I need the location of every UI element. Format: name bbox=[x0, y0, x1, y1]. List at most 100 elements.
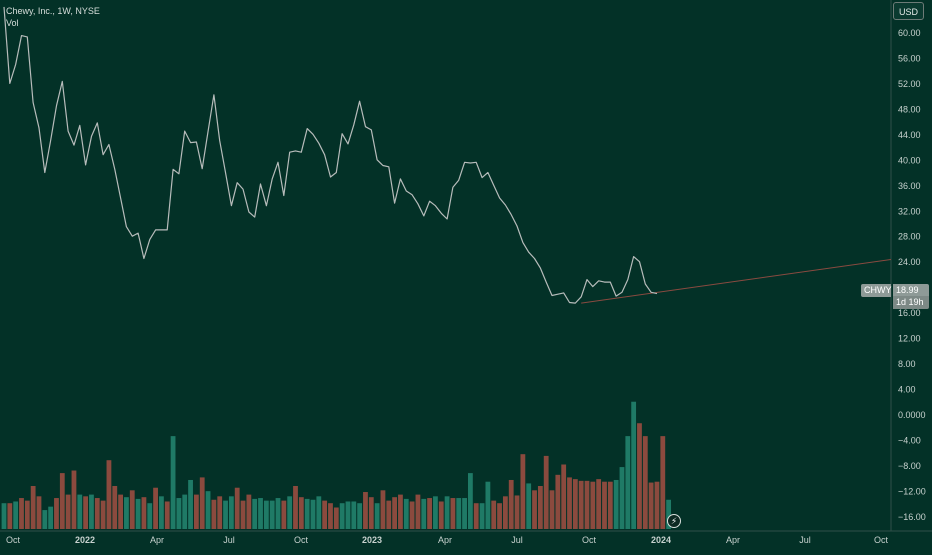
volume-bar bbox=[211, 499, 217, 529]
y-tick-label: 24.00 bbox=[898, 257, 921, 267]
volume-bar bbox=[263, 500, 269, 529]
volume-bar bbox=[328, 503, 333, 529]
volume-bar bbox=[234, 487, 240, 529]
volume-bar bbox=[520, 454, 526, 529]
volume-bar bbox=[427, 498, 432, 529]
volume-bar bbox=[240, 500, 246, 529]
volume-bar bbox=[514, 495, 520, 529]
volume-bar bbox=[386, 500, 392, 529]
volume-bar bbox=[590, 481, 596, 529]
volume-bar bbox=[100, 500, 106, 529]
volume-bar bbox=[258, 498, 263, 529]
x-tick-label: 2024 bbox=[651, 535, 671, 545]
volume-bar bbox=[392, 497, 398, 529]
volume-bar bbox=[7, 503, 13, 529]
y-tick-label: 8.00 bbox=[898, 359, 916, 369]
last-price-badge: 18.99 bbox=[893, 284, 929, 297]
volume-bar bbox=[473, 503, 479, 529]
y-tick-label: 12.00 bbox=[898, 334, 921, 344]
volume-bar bbox=[83, 496, 89, 529]
x-tick-label: Oct bbox=[874, 535, 889, 545]
y-tick-label: 44.00 bbox=[898, 130, 921, 140]
lightning-icon[interactable]: ⚡ bbox=[667, 514, 681, 528]
volume-bar bbox=[59, 473, 65, 529]
volume-bar bbox=[642, 436, 648, 529]
ticker-badge: CHWY bbox=[861, 284, 892, 297]
volume-bar bbox=[613, 479, 619, 529]
volume-bar bbox=[333, 507, 339, 529]
volume-bar bbox=[65, 494, 71, 529]
volume-bar bbox=[129, 490, 135, 529]
x-tick-label: Jul bbox=[223, 535, 235, 545]
volume-bar bbox=[654, 481, 660, 529]
volume-bar bbox=[77, 494, 83, 529]
volume-bar bbox=[363, 492, 368, 529]
volume-bar bbox=[479, 503, 485, 529]
volume-bar bbox=[118, 494, 123, 529]
volume-bar bbox=[438, 501, 444, 529]
volume-bar bbox=[450, 498, 456, 529]
volume-bar bbox=[631, 401, 637, 529]
volume-bar bbox=[357, 503, 363, 529]
x-tick-label: Apr bbox=[726, 535, 740, 545]
volume-bar bbox=[648, 482, 654, 529]
volume-bar bbox=[444, 496, 450, 529]
volume-bar bbox=[54, 498, 59, 529]
volume-bar bbox=[30, 486, 36, 529]
volume-bar bbox=[468, 473, 473, 529]
y-tick-label: 56.00 bbox=[898, 53, 921, 63]
volume-bar bbox=[619, 467, 625, 529]
volume-bar bbox=[228, 496, 234, 529]
volume-bar bbox=[106, 460, 112, 529]
volume-bar bbox=[310, 499, 316, 529]
y-tick-label: 32.00 bbox=[898, 206, 921, 216]
volume-bar bbox=[94, 498, 100, 529]
volume-bar bbox=[246, 494, 252, 529]
volume-bar bbox=[13, 501, 19, 529]
volume-bar bbox=[176, 498, 182, 529]
volume-bar bbox=[298, 497, 304, 529]
volume-bar bbox=[637, 423, 642, 529]
volume-bar bbox=[532, 490, 537, 529]
volume-bar bbox=[567, 477, 572, 529]
volume-bar bbox=[543, 455, 549, 529]
y-tick-label: 48.00 bbox=[898, 104, 921, 114]
trend-line bbox=[581, 258, 892, 304]
volume-bar bbox=[497, 503, 502, 529]
volume-bar bbox=[380, 490, 386, 529]
volume-bar bbox=[223, 500, 228, 529]
volume-bar bbox=[602, 481, 607, 529]
volume-bar bbox=[199, 477, 205, 529]
y-tick-label: −16.00 bbox=[898, 512, 926, 522]
volume-bar bbox=[351, 501, 357, 529]
volume-bar bbox=[502, 496, 508, 529]
volume-bar bbox=[415, 494, 421, 529]
volume-bar bbox=[561, 464, 567, 529]
volume-bar bbox=[462, 498, 467, 529]
y-tick-label: 4.00 bbox=[898, 385, 916, 395]
volume-bar bbox=[153, 487, 158, 529]
currency-button[interactable]: USD bbox=[893, 2, 924, 20]
volume-bar bbox=[141, 497, 147, 529]
volume-bar bbox=[36, 496, 42, 529]
x-tick-label: Oct bbox=[294, 535, 309, 545]
volume-bar bbox=[660, 436, 666, 529]
x-tick-label: 2022 bbox=[75, 535, 95, 545]
volume-bar bbox=[403, 498, 409, 529]
volume-bar bbox=[205, 491, 211, 529]
volume-bar bbox=[555, 474, 561, 529]
volume-bar bbox=[339, 503, 345, 529]
volume-bar bbox=[19, 498, 24, 529]
volume-bar bbox=[275, 498, 281, 529]
volume-bar bbox=[281, 500, 287, 529]
x-tick-label: Oct bbox=[582, 535, 597, 545]
volume-bar bbox=[572, 479, 578, 529]
y-tick-label: −12.00 bbox=[898, 487, 926, 497]
volume-bar bbox=[578, 480, 584, 529]
volume-bar bbox=[374, 503, 380, 529]
volume-bar bbox=[433, 496, 438, 529]
volume-bar bbox=[188, 479, 193, 529]
volume-bar bbox=[293, 486, 298, 529]
